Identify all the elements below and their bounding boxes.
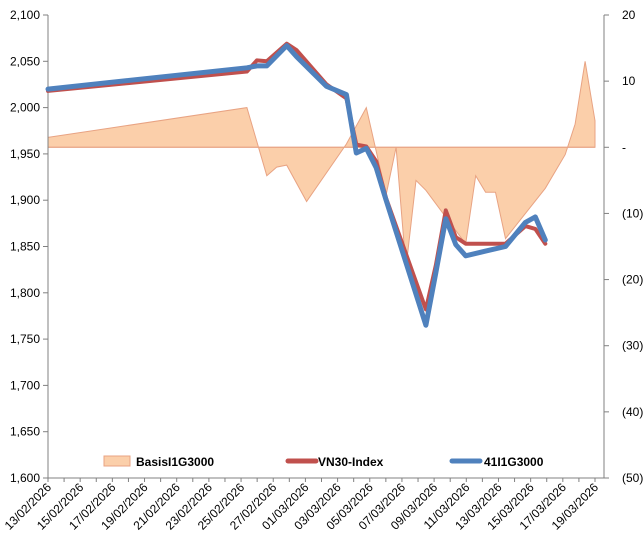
left-tick-label: 2,100	[10, 8, 40, 22]
right-tick-label: 10	[622, 74, 636, 88]
legend: BasisI1G3000 VN30-Index 41I1G3000	[103, 455, 544, 469]
right-tick-label: (10)	[622, 206, 643, 220]
line-41i1g3000	[45, 43, 548, 328]
legend-label: VN30-Index	[318, 455, 384, 469]
legend-swatch-basis	[103, 455, 131, 467]
left-tick-label: 1,900	[10, 193, 40, 207]
left-tick-label: 1,600	[10, 471, 40, 485]
left-tick-label: 1,650	[10, 425, 40, 439]
left-tick-label: 2,050	[10, 54, 40, 68]
right-tick-label: (20)	[622, 273, 643, 287]
left-tick-label: 1,750	[10, 332, 40, 346]
left-tick-label: 1,850	[10, 240, 40, 254]
right-tick-label: (30)	[622, 339, 643, 353]
left-tick-label: 1,800	[10, 286, 40, 300]
right-tick-label: -	[622, 140, 626, 154]
left-tick-label: 1,950	[10, 147, 40, 161]
right-tick-label: (50)	[622, 471, 643, 485]
legend-label: BasisI1G3000	[136, 455, 214, 469]
right-tick-label: 20	[622, 8, 636, 22]
left-tick-label: 1,700	[10, 378, 40, 392]
right-tick-label: (40)	[622, 405, 643, 419]
left-tick-label: 2,000	[10, 101, 40, 115]
legend-label: 41I1G3000	[484, 455, 544, 469]
line-series-layer	[45, 41, 548, 328]
